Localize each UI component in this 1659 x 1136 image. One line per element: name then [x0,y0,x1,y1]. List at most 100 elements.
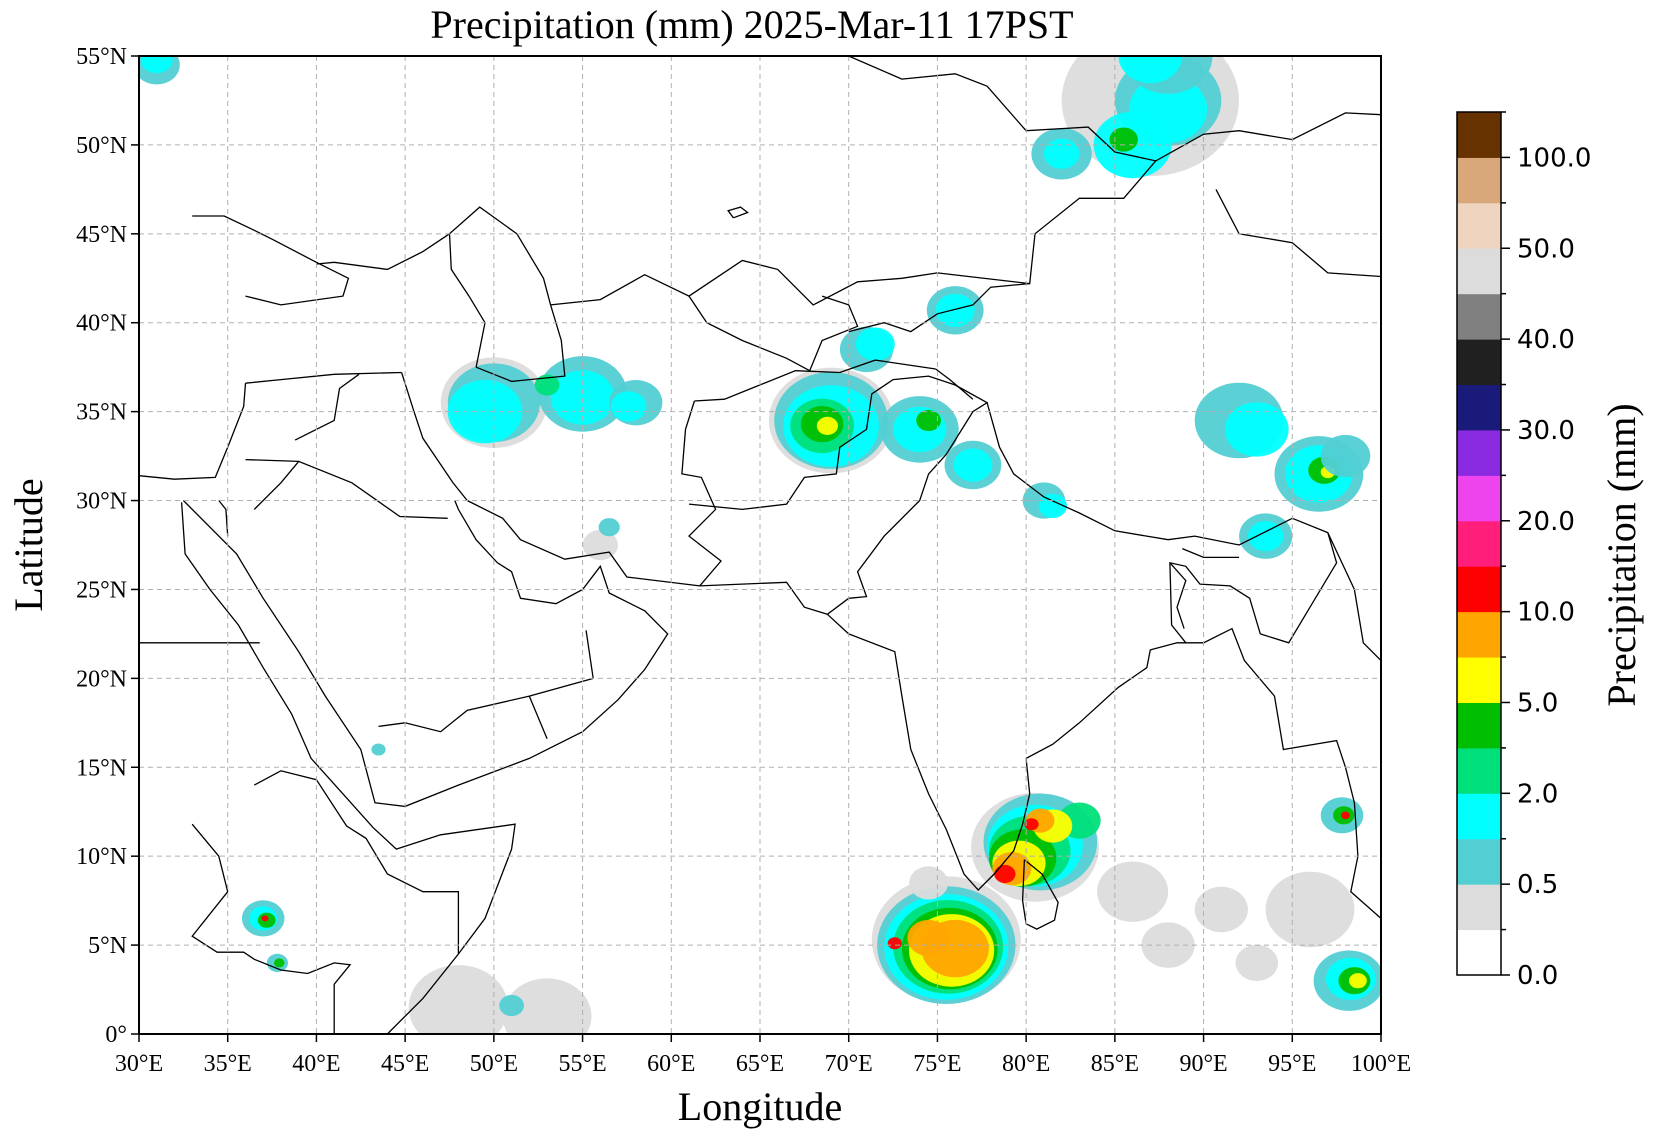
colorbar-segment [1457,611,1501,658]
colorbar-tick-label: 20.0 [1517,507,1575,537]
boundary-line [528,695,548,740]
precip-area [1349,973,1367,989]
precip-area [273,958,285,968]
boundary-line [245,371,402,384]
precip-area [499,994,524,1017]
colorbar-tick-label: 0.5 [1517,870,1558,900]
boundary-line [253,770,460,954]
precip-area [953,448,993,482]
boundary-line [1169,562,1187,629]
x-tick-label: 40°E [292,1051,340,1077]
precip-area [408,965,509,1034]
precip-area [1265,871,1355,948]
boundary-line [694,359,936,402]
colorbar-segment [1457,384,1501,431]
boundary-line [192,215,350,306]
boundary-line [986,402,1338,644]
y-tick-label: 10°N [76,844,127,870]
precip-area [816,416,839,435]
map-title: Precipitation (mm) 2025-Mar-11 17PST [430,2,1073,47]
colorbar-segment [1457,157,1501,204]
boundary-line [182,500,669,808]
colorbar-tick-label: 40.0 [1517,325,1575,355]
boundary-line [1021,859,1059,930]
colorbar-tick-label: 100.0 [1517,143,1591,173]
x-tick-label: 75°E [913,1051,961,1077]
colorbar-tick-label: 10.0 [1517,598,1575,628]
x-tick-label: 80°E [1002,1051,1050,1077]
colorbar-tick-label: 5.0 [1517,688,1558,718]
x-tick-label: 50°E [470,1051,518,1077]
boundary-line [448,206,566,383]
precip-area [502,978,592,1034]
boundary-line [191,823,352,1034]
y-axis-label: Latitude [6,478,51,611]
precip-area [916,409,941,432]
colorbar-segment [1457,657,1501,703]
y-tick-label: 40°N [76,311,127,337]
y-axis-ticks: 0° 5°N 10°N 15°N 20°N 25°N 30°N 35°N 40°N 45°N 50°… [76,44,139,1048]
boundary-line [935,368,974,400]
colorbar-segment [1457,929,1501,976]
precip-area [855,327,895,361]
colorbar-segment [1457,475,1501,522]
colorbar-frame [1456,111,1502,976]
x-tick-label: 65°E [736,1051,784,1077]
boundary-line [848,282,1030,333]
y-tick-label: 15°N [76,755,127,781]
y-tick-label: 50°N [76,133,127,159]
precip-area [550,370,615,425]
boundary-line [218,500,229,537]
country-boundaries [139,56,1381,1034]
precip-area [140,56,173,74]
colorbar-tick-label: 30.0 [1517,416,1575,446]
precip-area [534,374,560,396]
colorbar-tick-label: 50.0 [1517,234,1575,264]
colorbar-segment [1457,884,1501,931]
precip-area [1043,138,1080,169]
colorbar: 0.0 0.5 2.0 5.0 10.0 20.0 30.0 40.0 50.0 100.0 [1456,111,1591,991]
boundary-line [681,400,722,587]
colorbar-segment [1457,112,1501,158]
precip-area [1235,944,1279,982]
y-tick-label: 35°N [76,400,127,426]
precip-area [909,866,949,900]
precip-area [1024,818,1039,831]
precip-area [887,937,902,950]
boundary-line [1327,532,1381,662]
colorbar-segment [1457,248,1501,295]
colorbar-segment [1457,747,1501,794]
boundary-line [727,206,749,219]
colorbar-segment [1457,339,1501,386]
boundary-line [688,295,811,372]
x-axis-ticks: 30°E 35°E 40°E 45°E 50°E 55°E 60°E 65°E 70°E 75°E… [115,1034,1411,1077]
colorbar-label: Precipitation (mm) [1599,403,1644,706]
boundary-line [688,375,989,616]
colorbar-tick-label: 0.0 [1517,961,1558,991]
boundary-line [253,460,448,519]
precip-area [261,915,269,922]
boundary-line [180,502,516,1034]
y-tick-label: 55°N [76,44,127,70]
y-tick-label: 5°N [88,933,127,959]
colorbar-segment [1457,293,1501,340]
x-tick-label: 60°E [647,1051,695,1077]
boundary-line [809,295,859,371]
boundary-line [466,499,700,587]
x-tick-label: 35°E [204,1051,252,1077]
precip-area [1248,521,1284,552]
precip-area [1341,811,1350,820]
gridlines [139,56,1381,1034]
colorbar-segment [1457,520,1501,567]
colorbar-tick-label: 2.0 [1517,779,1558,809]
boundary-line [1182,547,1240,559]
precip-area [1109,127,1138,152]
x-tick-label: 30°E [115,1051,163,1077]
precip-area [994,864,1016,884]
boundary-line [550,56,1157,306]
boundary-line [826,613,1381,919]
boundary-line [316,233,450,271]
precip-area [935,293,975,327]
colorbar-segment [1457,566,1501,613]
precip-area [1224,402,1289,457]
